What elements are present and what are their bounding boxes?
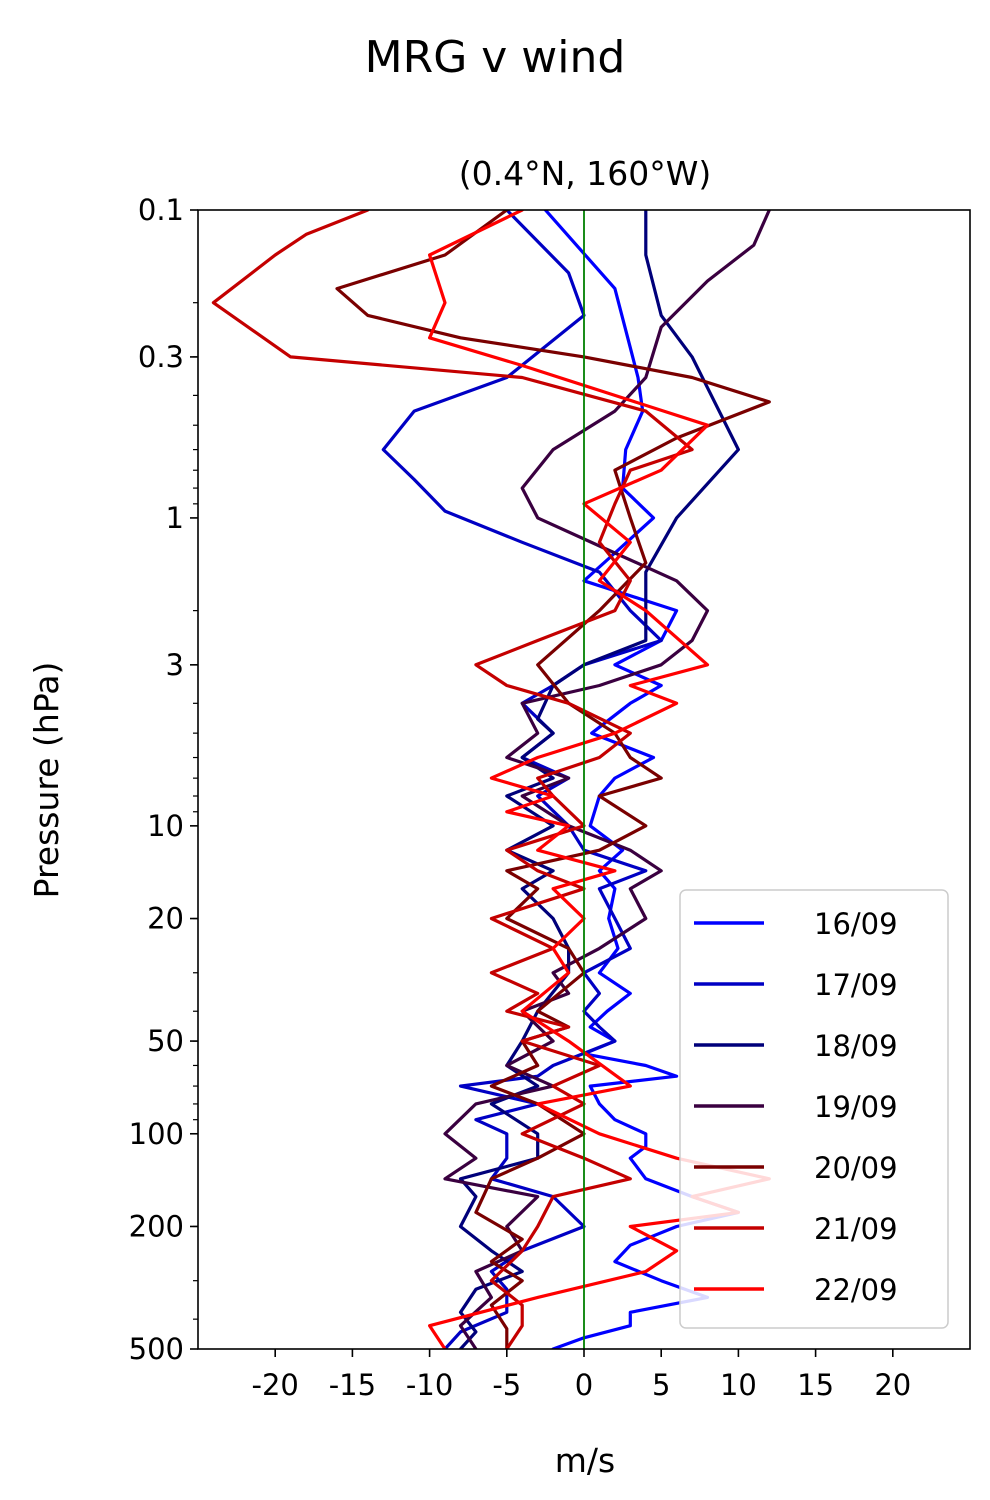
y-tick-label: 0.3 xyxy=(138,340,184,374)
legend-label-7: 22/09 xyxy=(814,1273,898,1307)
y-tick-label: 200 xyxy=(129,1209,184,1243)
legend-label-3: 18/09 xyxy=(814,1029,898,1063)
x-tick-label: 20 xyxy=(874,1368,911,1402)
series-line-6 xyxy=(211,210,694,1349)
series-line-5 xyxy=(335,210,771,1349)
y-tick-label: 500 xyxy=(129,1332,184,1366)
x-tick-label: -15 xyxy=(329,1368,376,1402)
chart-title: MRG v wind xyxy=(365,32,626,83)
legend: 16/09 17/09 18/09 19/09 20/09 21/09 22/09 xyxy=(679,889,949,1329)
series-line-4 xyxy=(443,210,771,1349)
x-tick-label: -10 xyxy=(406,1368,453,1402)
y-tick-label: 0.1 xyxy=(138,193,184,227)
legend-label-5: 20/09 xyxy=(814,1151,898,1185)
legend-label-6: 21/09 xyxy=(814,1212,898,1246)
legend-label-1: 16/09 xyxy=(814,907,898,941)
legend-box xyxy=(679,889,949,1329)
y-tick-label: 1 xyxy=(166,501,184,535)
x-tick-label: -5 xyxy=(492,1368,521,1402)
y-tick-label: 10 xyxy=(147,809,184,843)
series-line-2 xyxy=(381,210,663,1349)
axes: -20 -15 -10 -5 0 5 10 15 20 0.1 0.3 1 3 10 20 50 100 200 5… xyxy=(129,193,971,1402)
y-tick-label: 20 xyxy=(147,902,184,936)
y-tick-label: 3 xyxy=(166,648,184,682)
x-tick-label: 5 xyxy=(652,1368,670,1402)
x-axis-label: m/s xyxy=(555,1441,615,1480)
legend-label-2: 17/09 xyxy=(814,968,898,1002)
y-tick-label: 50 xyxy=(147,1024,184,1058)
x-tick-label: 0 xyxy=(575,1368,593,1402)
chart-subtitle: (0.4°N, 160°W) xyxy=(459,154,712,193)
y-tick-label: 100 xyxy=(129,1117,184,1151)
y-axis-label: Pressure (hPa) xyxy=(27,662,66,899)
x-tick-label: 10 xyxy=(720,1368,757,1402)
x-tick-label: -20 xyxy=(252,1368,299,1402)
legend-label-4: 19/09 xyxy=(814,1090,898,1124)
x-tick-label: 15 xyxy=(797,1368,834,1402)
